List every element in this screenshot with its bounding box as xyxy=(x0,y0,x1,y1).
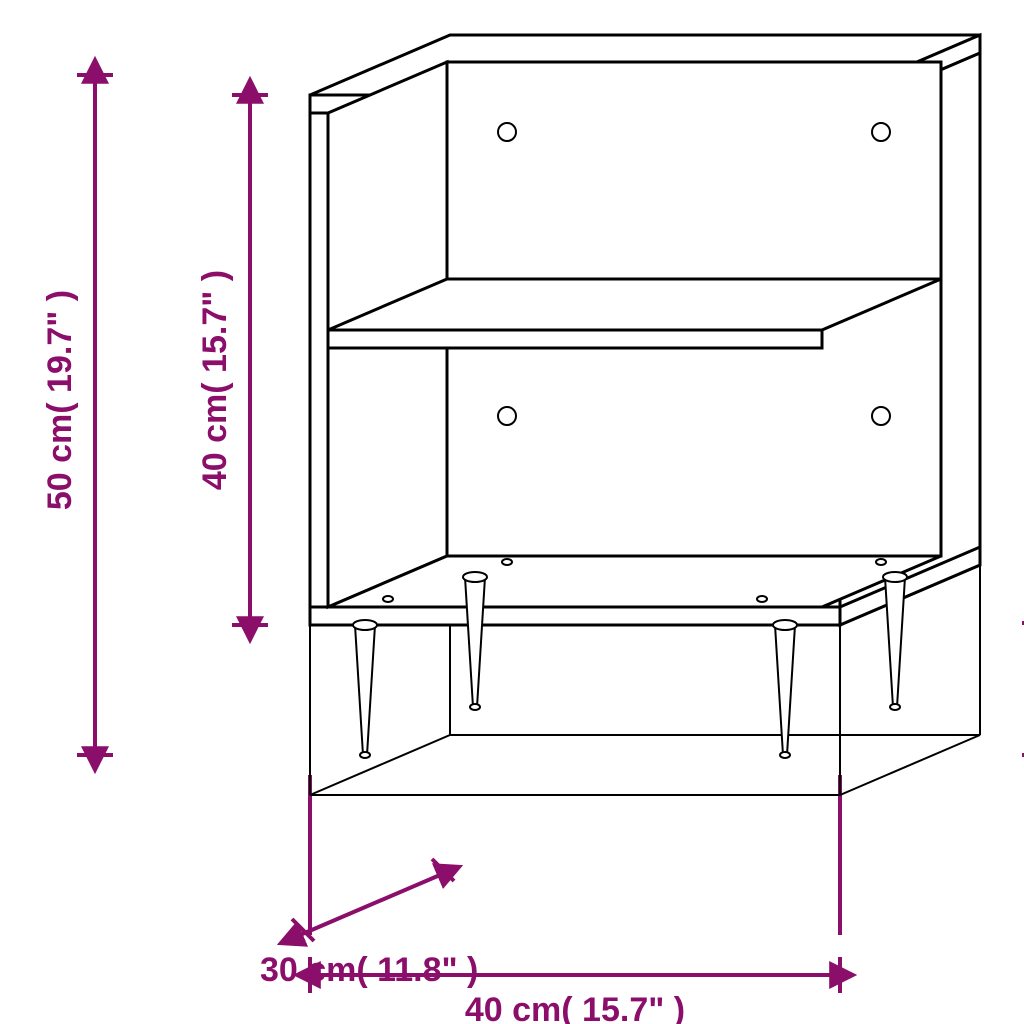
dim-width-outer: 40 cm( 15.7" ) xyxy=(465,991,685,1024)
dim-depth-outer: 30 cm( 11.8" ) xyxy=(260,951,478,989)
cabinet-body xyxy=(310,35,980,625)
dim-height-body: 40 cm( 15.7" ) xyxy=(196,270,234,490)
dim-height-total: 50 cm( 19.7" ) xyxy=(41,290,79,510)
